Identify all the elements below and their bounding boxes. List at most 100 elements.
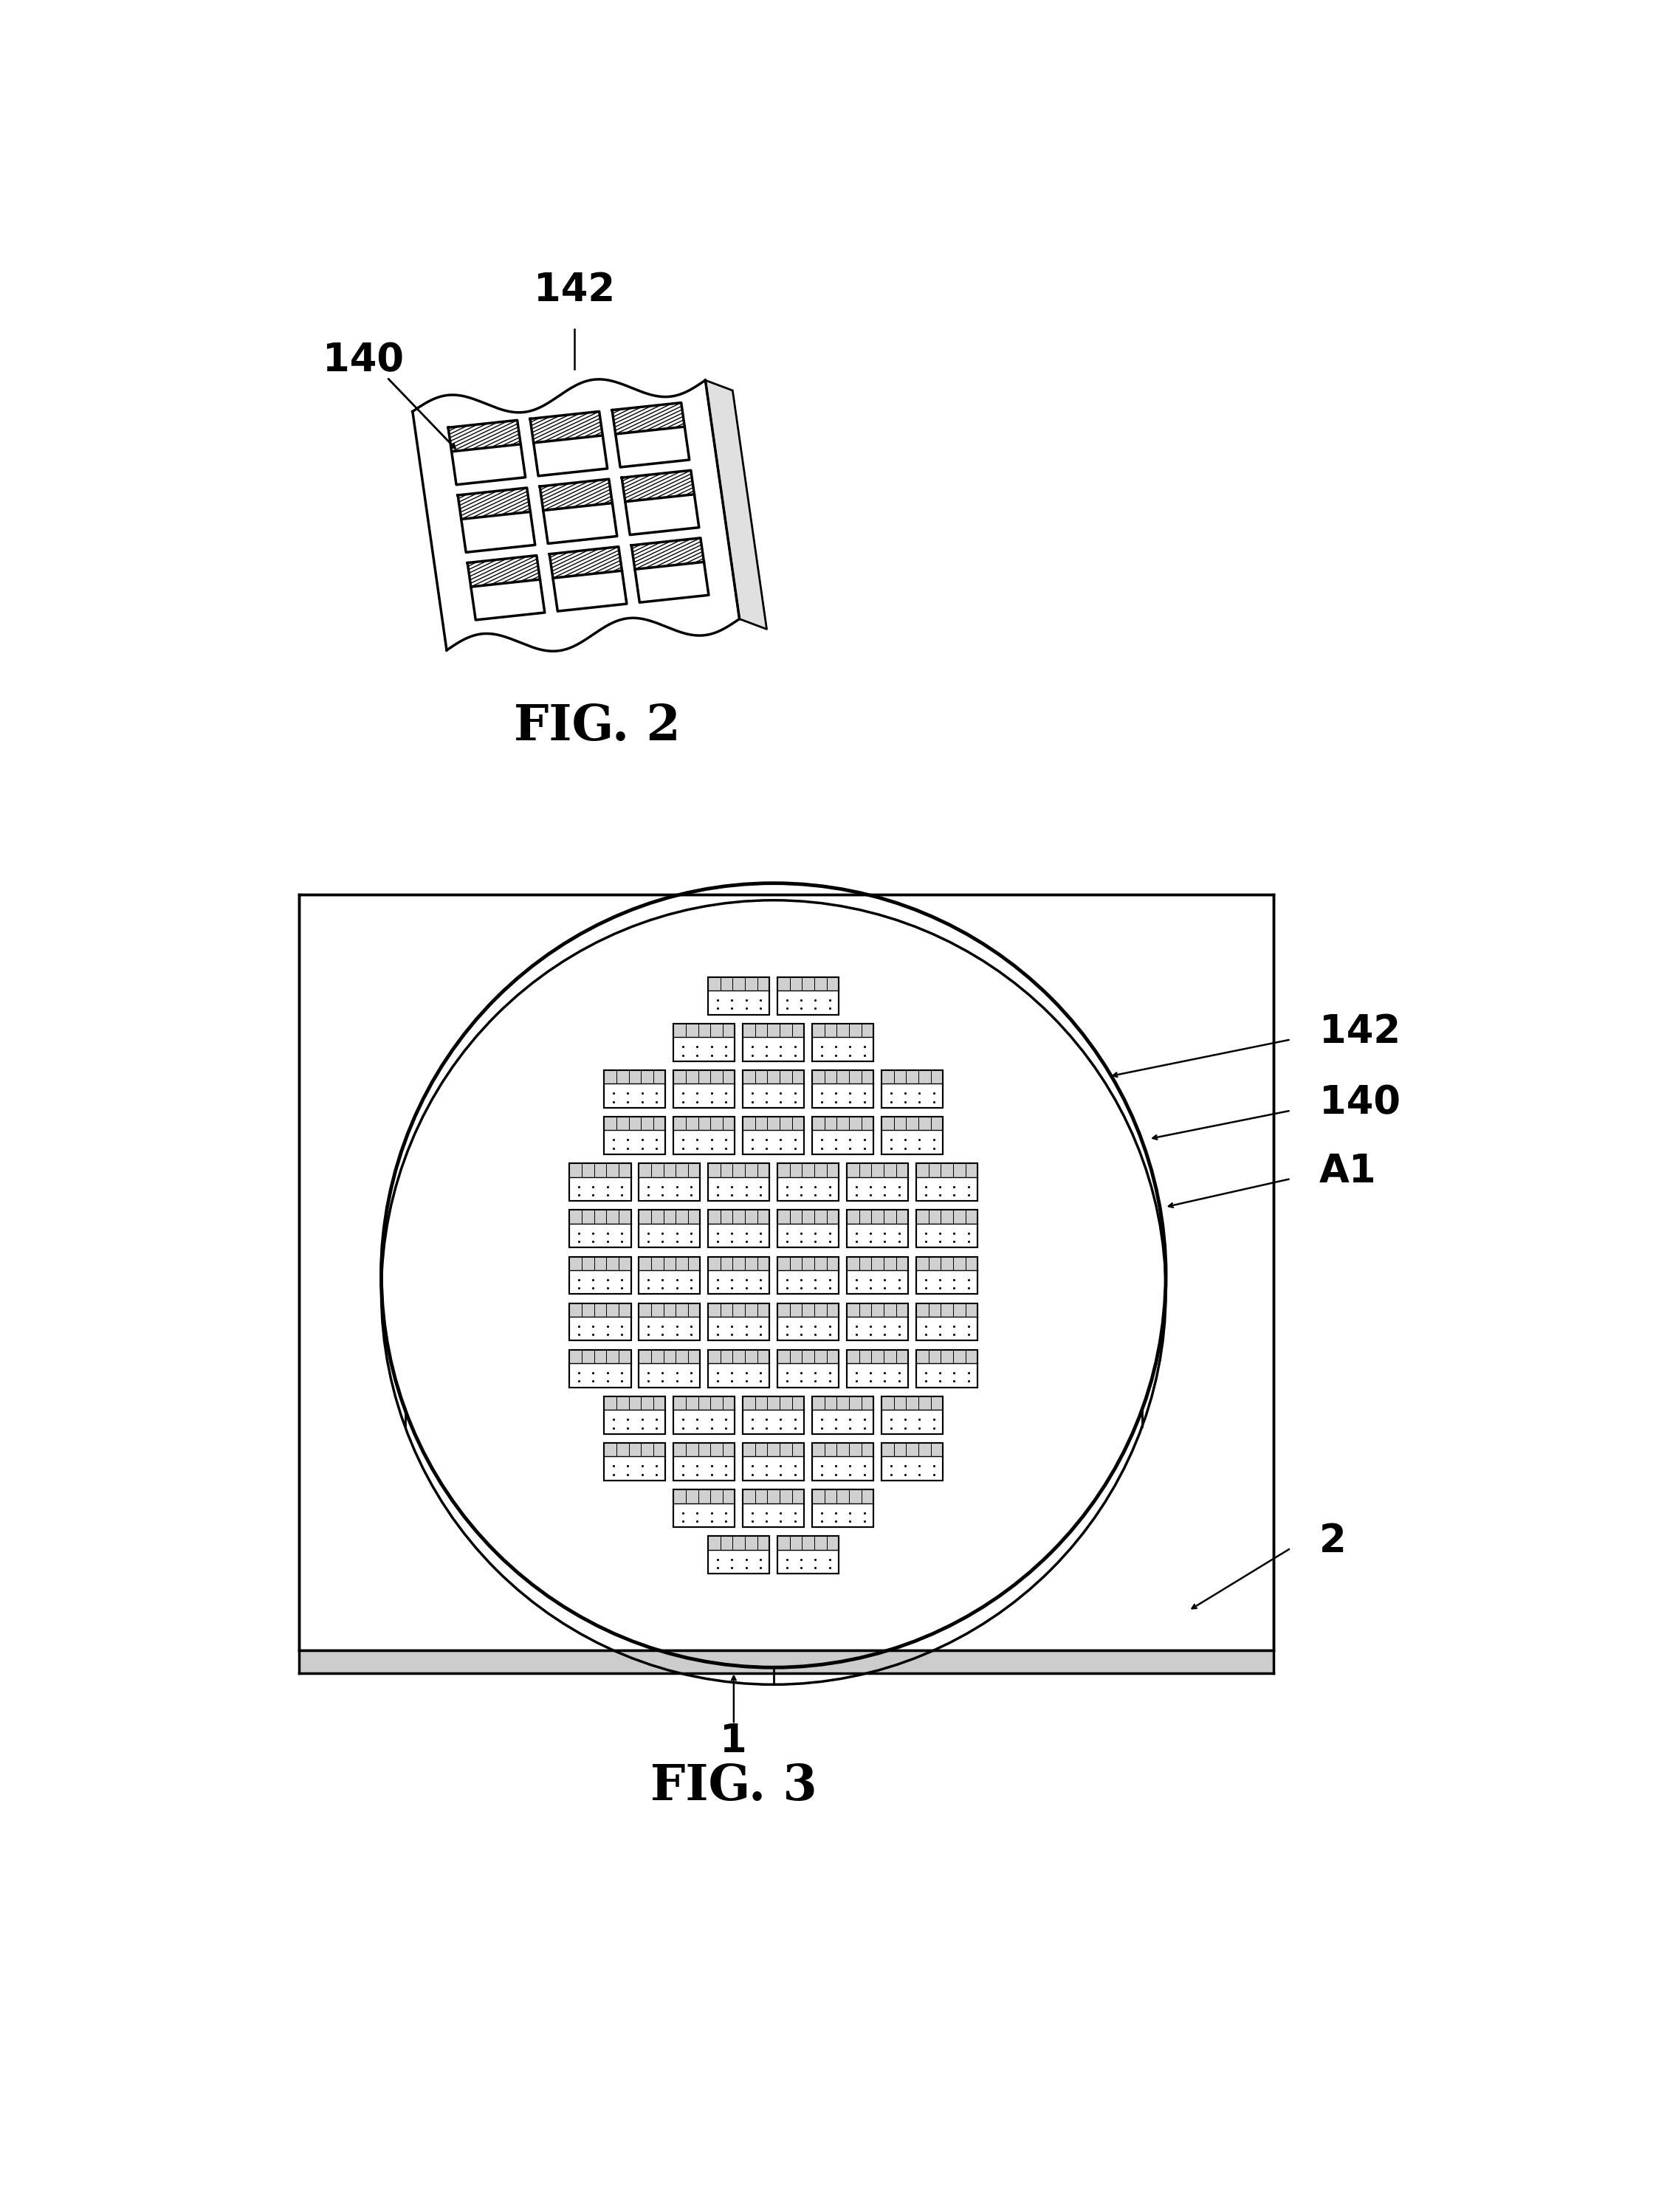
Bar [603, 1396, 666, 1433]
Bar [742, 1396, 805, 1433]
Bar [638, 1210, 701, 1248]
Bar [881, 1117, 942, 1155]
Bar [916, 1303, 977, 1340]
Bar [812, 1489, 873, 1504]
Polygon shape [531, 411, 607, 476]
Bar [846, 1164, 907, 1177]
Bar [742, 1396, 805, 1409]
Bar [916, 1349, 977, 1363]
Text: 142: 142 [534, 270, 615, 310]
Bar [881, 1442, 942, 1455]
Bar [916, 1256, 977, 1270]
Bar [881, 1396, 942, 1433]
Polygon shape [549, 546, 626, 611]
Bar [707, 1256, 770, 1294]
Bar [742, 1489, 805, 1526]
Bar [916, 1210, 977, 1223]
Bar [812, 1024, 873, 1037]
Bar [777, 1349, 840, 1363]
Bar [742, 1024, 805, 1062]
Bar [570, 1256, 631, 1270]
Bar [603, 1442, 666, 1455]
Bar [638, 1256, 701, 1294]
Polygon shape [631, 538, 709, 602]
Bar [812, 1442, 873, 1480]
Bar [638, 1164, 701, 1201]
Bar [777, 1349, 840, 1387]
Bar [916, 1210, 977, 1248]
Bar [777, 978, 840, 1015]
Bar [846, 1210, 907, 1248]
Bar [812, 1071, 873, 1108]
Bar [777, 1256, 840, 1294]
Bar [916, 1210, 977, 1248]
Bar [570, 1164, 631, 1201]
Bar [916, 1256, 977, 1294]
Bar [916, 1164, 977, 1177]
Bar [707, 1535, 770, 1573]
Polygon shape [706, 380, 767, 628]
Bar [603, 1396, 666, 1409]
Bar [673, 1117, 736, 1155]
Bar [673, 1396, 736, 1433]
Bar [638, 1303, 701, 1340]
Bar [777, 978, 840, 991]
Bar [673, 1489, 736, 1526]
Bar [812, 1024, 873, 1062]
Bar [603, 1117, 666, 1130]
Bar [570, 1349, 631, 1387]
Bar [707, 1535, 770, 1573]
Bar [777, 1303, 840, 1340]
Bar [638, 1349, 701, 1387]
Bar [603, 1396, 666, 1433]
Bar [777, 1210, 840, 1223]
Bar [707, 978, 770, 991]
Bar [846, 1349, 907, 1363]
Polygon shape [448, 420, 526, 484]
Bar [673, 1489, 736, 1504]
Bar [673, 1442, 736, 1480]
Bar [742, 1489, 805, 1504]
Bar [742, 1442, 805, 1480]
Bar [707, 1303, 770, 1316]
Bar [638, 1303, 701, 1340]
Bar [777, 1164, 840, 1201]
Text: 140: 140 [1319, 1084, 1400, 1121]
Bar [777, 1256, 840, 1294]
Bar [707, 1349, 770, 1387]
Bar [916, 1256, 977, 1294]
Bar [673, 1117, 736, 1155]
Bar [638, 1164, 701, 1177]
Bar [777, 1164, 840, 1201]
Bar [673, 1071, 736, 1108]
Bar [846, 1303, 907, 1340]
Bar [777, 978, 840, 1015]
Bar [846, 1349, 907, 1387]
Bar [638, 1256, 701, 1270]
Bar [916, 1164, 977, 1201]
Bar [777, 1349, 840, 1387]
Bar [742, 1442, 805, 1455]
Bar [570, 1210, 631, 1248]
Bar [742, 1117, 805, 1130]
Polygon shape [622, 471, 699, 535]
Bar [881, 1396, 942, 1433]
Bar [673, 1442, 736, 1455]
Bar [742, 1117, 805, 1155]
Bar [777, 1210, 840, 1248]
Bar [673, 1024, 736, 1037]
Bar [570, 1303, 631, 1340]
Bar [603, 1117, 666, 1155]
Bar [777, 1535, 840, 1573]
Bar [570, 1303, 631, 1316]
Bar [742, 1024, 805, 1037]
Bar [742, 1489, 805, 1526]
Bar [570, 1303, 631, 1340]
Text: 142: 142 [1319, 1013, 1400, 1051]
Bar [299, 1650, 1274, 1672]
Bar [673, 1071, 736, 1084]
Bar [603, 1071, 666, 1108]
Text: FIG. 2: FIG. 2 [514, 703, 681, 750]
Bar [299, 894, 1274, 1650]
Bar [673, 1024, 736, 1062]
